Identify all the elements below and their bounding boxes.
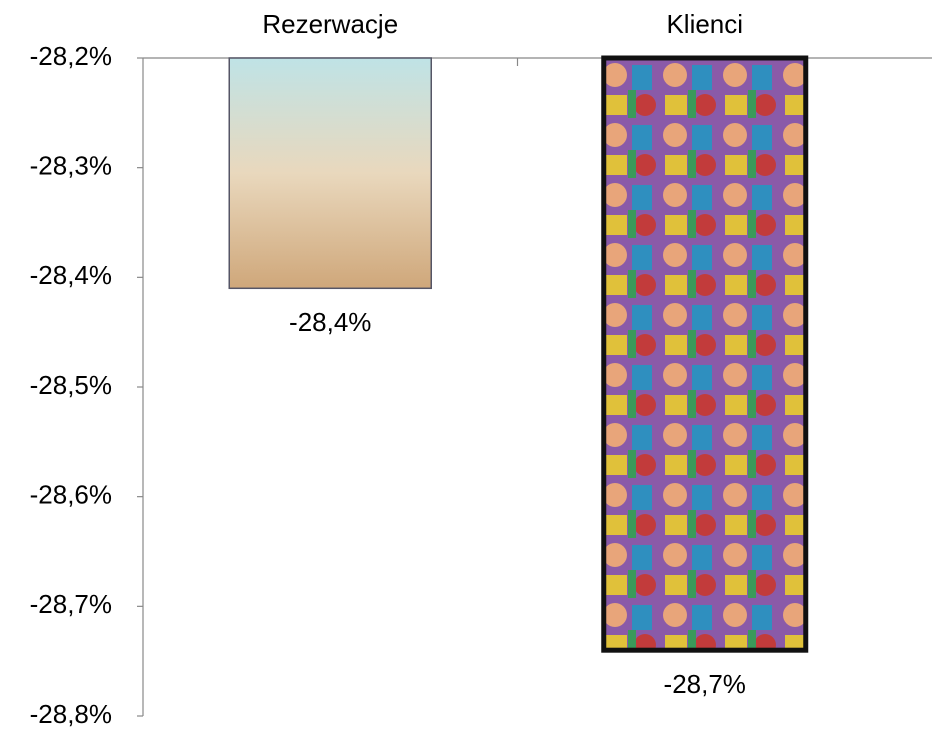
- bar: [601, 55, 809, 653]
- y-tick-label: -28,8%: [30, 699, 112, 729]
- value-label: -28,7%: [664, 669, 746, 699]
- category-label: Rezerwacje: [262, 9, 398, 39]
- y-tick-label: -28,6%: [30, 480, 112, 510]
- category-label: Klienci: [666, 9, 743, 39]
- y-tick-label: -28,7%: [30, 589, 112, 619]
- y-tick-label: -28,2%: [30, 41, 112, 71]
- y-tick-label: -28,3%: [30, 151, 112, 181]
- bar: [228, 57, 432, 290]
- value-label: -28,4%: [289, 307, 371, 337]
- y-tick-label: -28,4%: [30, 260, 112, 290]
- y-tick-label: -28,5%: [30, 370, 112, 400]
